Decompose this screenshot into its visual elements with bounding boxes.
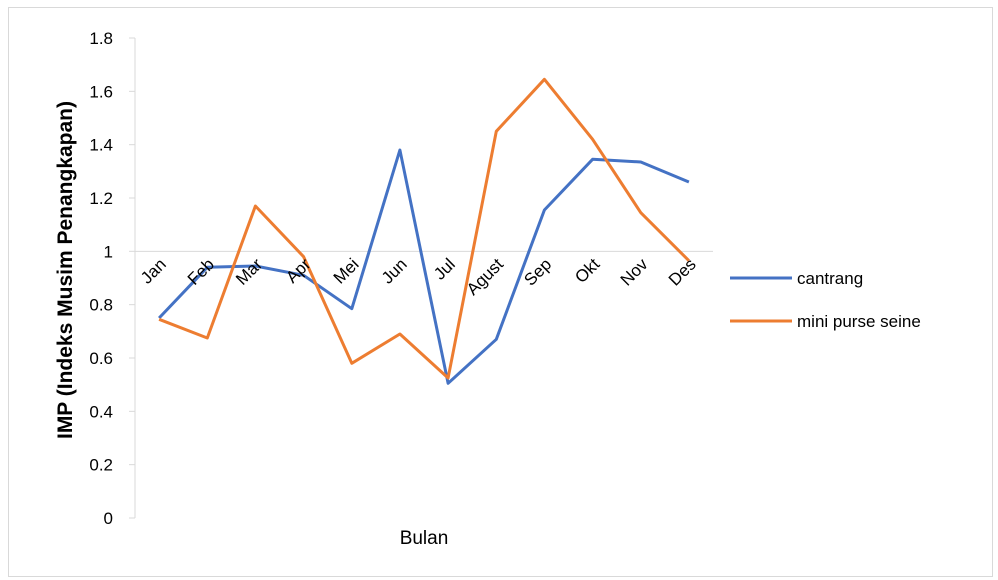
x-tick-label: Feb — [184, 255, 218, 289]
x-tick-label: Mei — [330, 255, 363, 288]
series-line-mini-purse-seine — [158, 77, 690, 380]
x-tick-label: Nov — [617, 254, 652, 289]
y-tick-label: 0 — [104, 509, 113, 528]
y-tick-label: 0.8 — [89, 296, 113, 315]
y-tick-label: 1.8 — [89, 29, 113, 48]
x-tick-label: Jan — [137, 255, 170, 288]
chart-frame — [8, 7, 993, 577]
legend: cantrang mini purse seine — [730, 269, 921, 331]
y-tick-label: 0.2 — [89, 456, 113, 475]
x-tick-label: Jun — [378, 255, 411, 288]
y-tick-label: 1 — [104, 242, 113, 261]
y-axis: 0 0.2 0.4 0.6 0.8 1 1.2 1.4 1.6 1.8 — [89, 29, 135, 528]
series-line-cantrang — [158, 148, 690, 385]
x-axis-title: Bulan — [400, 528, 449, 549]
y-tick-label: 1.6 — [89, 82, 113, 101]
y-tick-label: 0.4 — [89, 402, 113, 421]
x-tick-label: Des — [665, 255, 700, 290]
legend-label: cantrang — [797, 269, 863, 288]
legend-label: mini purse seine — [797, 312, 921, 331]
y-tick-label: 1.2 — [89, 189, 113, 208]
x-tick-label: Jul — [430, 255, 459, 284]
series-lines — [158, 77, 690, 385]
x-tick-label: Apr — [282, 254, 314, 286]
y-tick-label: 1.4 — [89, 136, 113, 155]
x-tick-label: Okt — [571, 255, 603, 287]
y-axis-title: IMP (Indeks Musim Penangkapan) — [54, 101, 77, 439]
x-axis: Jan Feb Mar Apr Mei Jun Jul Agust Sep Okt Nov Des — [137, 254, 700, 299]
y-tick-label: 0.6 — [89, 349, 113, 368]
